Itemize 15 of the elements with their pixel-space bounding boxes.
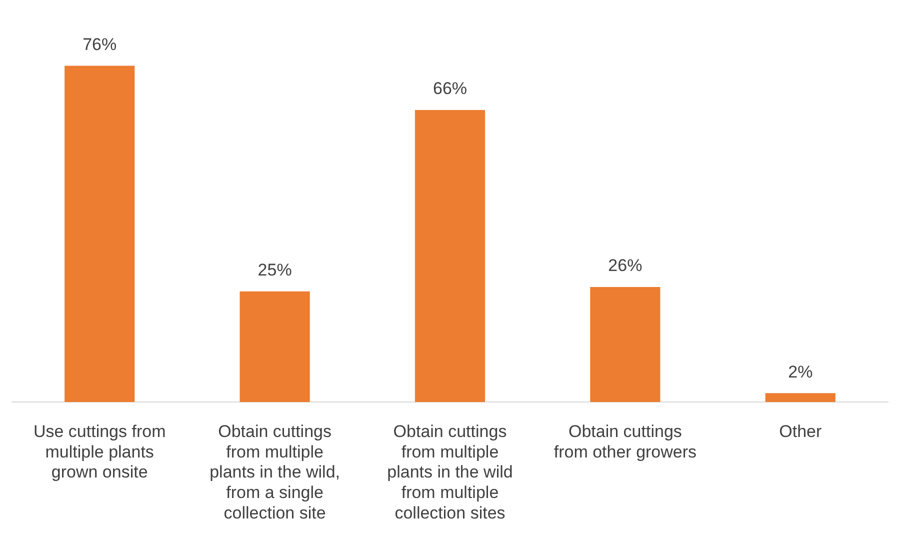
x-tick-label: Obtain cuttings from other growers xyxy=(554,422,697,462)
x-tick-label: Obtain cuttings from multiple plants in the wild from multiple collection sites xyxy=(387,422,513,522)
bar xyxy=(240,291,310,402)
data-label: 2% xyxy=(788,362,813,382)
data-label: 26% xyxy=(608,256,642,276)
bar xyxy=(64,66,135,402)
data-label: 66% xyxy=(432,79,468,98)
x-tick-label: Other xyxy=(779,422,822,441)
bar xyxy=(765,393,836,402)
x-tick-label: Use cuttings from multiple plants grown onsite xyxy=(33,422,166,482)
x-tick-label: Obtain cuttings from multiple plants in the wild, from a single collection site xyxy=(210,422,340,522)
data-label: 76% xyxy=(82,34,117,54)
bar xyxy=(590,286,660,402)
bar xyxy=(414,110,486,402)
data-label: 25% xyxy=(258,260,292,280)
